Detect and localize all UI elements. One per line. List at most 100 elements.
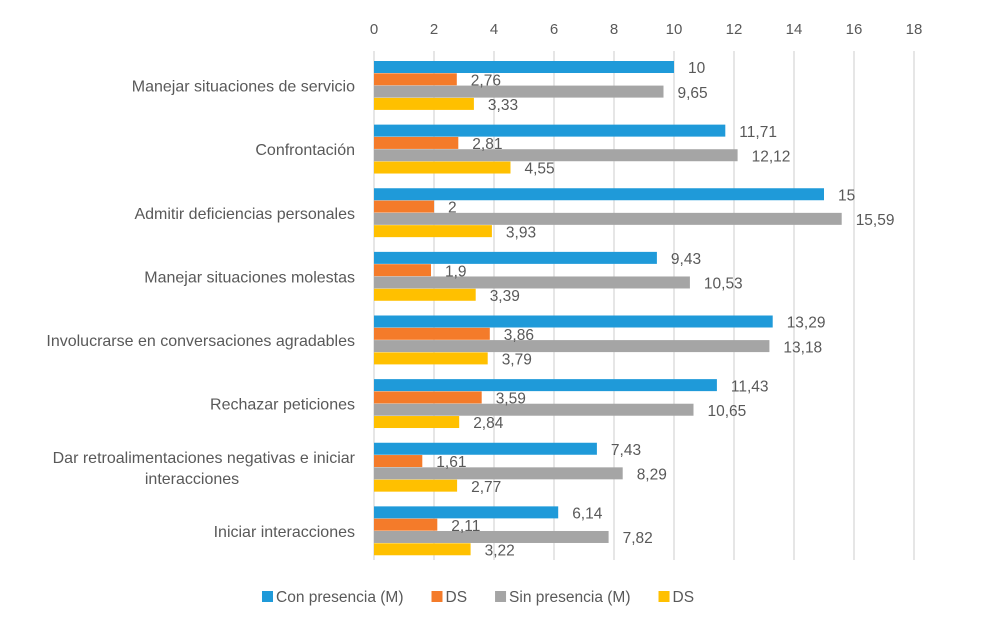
- legend-item: Sin presencia (M): [495, 589, 631, 606]
- category-label: Confrontación: [255, 142, 355, 159]
- legend-label: Con presencia (M): [276, 589, 404, 606]
- bar: [374, 327, 490, 340]
- bar: [374, 85, 664, 98]
- data-label: 9,43: [671, 251, 701, 268]
- bar: [374, 518, 438, 531]
- data-label: 3,93: [506, 224, 536, 241]
- bar: [374, 530, 609, 543]
- bar: [374, 379, 717, 392]
- category-label: Rechazar peticiones: [210, 397, 355, 414]
- data-label: 11,43: [731, 378, 769, 395]
- bar: [374, 200, 434, 213]
- data-label: 7,43: [611, 442, 641, 459]
- data-label: 2,81: [472, 136, 502, 153]
- legend-item: DS: [431, 589, 468, 606]
- data-label: 12,12: [752, 148, 791, 165]
- bar: [374, 97, 474, 110]
- data-label: 10,53: [704, 276, 743, 293]
- data-label: 3,79: [502, 352, 532, 369]
- data-label: 10: [688, 60, 706, 77]
- data-label: 15: [838, 187, 855, 204]
- bar: [374, 288, 476, 301]
- data-label: 4,55: [525, 161, 555, 178]
- data-labels: 10 2,76 9,65 3,33 11,71 2,81 12,12 4,55 15 2 15,59…: [436, 60, 894, 559]
- x-tick-label: 0: [370, 21, 378, 38]
- data-label: 7,82: [623, 530, 653, 547]
- bar: [374, 136, 459, 149]
- data-label: 1,9: [445, 263, 467, 280]
- legend: Con presencia (M) DS Sin presencia (M) DS: [262, 589, 694, 606]
- bar: [374, 467, 623, 480]
- bar: [374, 315, 773, 328]
- legend-swatch: [658, 591, 670, 602]
- data-label: 6,14: [572, 506, 603, 523]
- legend-swatch: [262, 591, 273, 602]
- bar: [374, 188, 824, 201]
- bar: [374, 225, 492, 238]
- category-label: Manejar situaciones molestas: [144, 269, 355, 286]
- bar: [374, 73, 457, 86]
- category-labels: Manejar situaciones de servicio Confronta…: [46, 79, 355, 541]
- bar: [374, 149, 738, 162]
- bar: [374, 124, 726, 137]
- data-label: 2: [448, 200, 457, 217]
- x-tick-label: 10: [666, 21, 683, 38]
- data-label: 15,59: [856, 212, 895, 229]
- bar: [374, 543, 471, 556]
- x-tick-label: 14: [786, 21, 803, 38]
- data-label: 2,11: [451, 518, 480, 535]
- data-label: 3,59: [496, 391, 526, 408]
- bar: [374, 61, 674, 73]
- x-tick-label: 18: [906, 21, 923, 38]
- bar: [374, 455, 423, 468]
- category-label: Dar retroalimentaciones negativas e inic…: [53, 450, 356, 488]
- data-label: 9,65: [678, 85, 708, 102]
- data-label: 2,77: [471, 479, 501, 496]
- legend-swatch: [495, 591, 507, 602]
- bar: [374, 212, 842, 225]
- bar: [374, 352, 488, 365]
- x-tick-label: 2: [430, 21, 438, 38]
- x-tick-label: 4: [490, 21, 498, 38]
- bar: [374, 161, 511, 174]
- legend-label: Sin presencia (M): [509, 589, 630, 606]
- data-label: 13,29: [787, 315, 826, 332]
- legend-swatch: [431, 591, 443, 602]
- legend-item: Con presencia (M): [262, 589, 404, 606]
- category-label: Iniciar interacciones: [214, 524, 355, 541]
- data-label: 10,65: [708, 403, 747, 420]
- category-label: Admitir deficiencias personales: [134, 206, 355, 223]
- data-label: 3,33: [488, 97, 518, 114]
- legend-label: DS: [673, 589, 695, 606]
- data-label: 3,22: [485, 542, 515, 559]
- bar: [374, 340, 770, 353]
- category-label: Involucrarse en conversaciones agradable…: [46, 333, 355, 350]
- x-tick-label: 6: [550, 21, 558, 38]
- data-label: 11,71: [739, 124, 777, 141]
- bars: [374, 61, 842, 556]
- data-label: 8,29: [637, 467, 667, 484]
- bar: [374, 479, 458, 492]
- x-axis-ticks: 0 2 4 6 8 10 12 14 16 18: [370, 21, 923, 38]
- x-tick-label: 8: [610, 21, 618, 38]
- bar: [374, 276, 690, 289]
- data-label: 2,84: [473, 415, 504, 432]
- bar: [374, 251, 657, 264]
- bar: [374, 264, 431, 277]
- x-tick-label: 12: [726, 21, 743, 38]
- data-label: 13,18: [783, 339, 822, 356]
- bar: [374, 391, 482, 404]
- bar: [374, 442, 597, 455]
- bar: [374, 506, 559, 519]
- bar: [374, 403, 694, 416]
- data-label: 3,39: [490, 288, 520, 305]
- x-tick-label: 16: [846, 21, 863, 38]
- legend-label: DS: [446, 589, 468, 606]
- bar: [374, 416, 460, 429]
- data-label: 1,61: [436, 454, 466, 471]
- data-label: 2,76: [471, 72, 501, 89]
- category-label: Manejar situaciones de servicio: [132, 79, 355, 96]
- data-label: 3,86: [504, 327, 534, 344]
- legend-item: DS: [658, 589, 695, 606]
